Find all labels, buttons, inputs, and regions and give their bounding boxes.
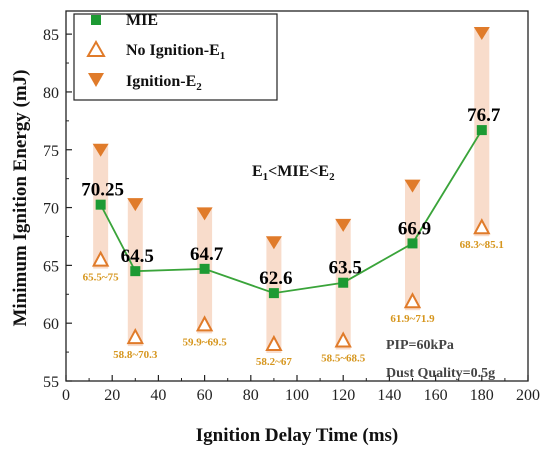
- mie-value-label: 64.7: [190, 244, 224, 265]
- ignition-e2-marker: [473, 26, 490, 40]
- x-tick-label: 160: [424, 387, 448, 404]
- x-tick-label: 200: [516, 387, 540, 404]
- no-ignition-e1-marker: [126, 327, 144, 345]
- ignition-e2-marker: [335, 218, 352, 232]
- mie-value-label: 76.7: [467, 105, 501, 126]
- mie-value-label: 62.6: [259, 268, 292, 289]
- mie-marker: [95, 199, 106, 210]
- range-label: 59.9~69.5: [182, 336, 227, 348]
- legend-ignition-label: Ignition-E2: [126, 73, 202, 93]
- range-label: 68.3~85.1: [460, 239, 504, 251]
- mie-value-label: 64.5: [121, 246, 154, 267]
- y-tick-label: 85: [43, 27, 59, 44]
- y-axis: 55 60 65 70 75 80 85: [43, 27, 72, 391]
- mie-marker: [476, 125, 487, 136]
- x-tick-label: 120: [331, 387, 355, 404]
- no-ignition-e1-marker: [195, 315, 214, 332]
- relation-annotation: E1<MIE<E2: [252, 163, 335, 183]
- x-tick-label: 180: [470, 387, 494, 404]
- x-tick-label: 0: [62, 387, 70, 404]
- ignition-e2-marker: [404, 179, 421, 193]
- y-tick-label: 80: [43, 85, 59, 102]
- x-tick-label: 80: [243, 387, 259, 404]
- x-axis-title: Ignition Delay Time (ms): [196, 425, 399, 446]
- dust-quality-note: Dust Quality=0.5g: [386, 366, 495, 381]
- x-tick-label: 140: [377, 387, 401, 404]
- legend-ignition-marker: [88, 73, 104, 87]
- x-tick-label: 60: [197, 387, 213, 404]
- y-tick-label: 70: [43, 201, 59, 218]
- no-ignition-e1-marker: [265, 334, 283, 351]
- y-tick-label: 75: [43, 143, 59, 160]
- range-label: 58.2~67: [256, 356, 292, 368]
- ignition-e2-marker: [265, 236, 282, 250]
- range-label: 61.9~71.9: [390, 313, 435, 325]
- no-ignition-e1-marker: [473, 218, 491, 235]
- mie-value-label: 66.9: [398, 218, 431, 239]
- x-tick-label: 40: [150, 387, 166, 404]
- y-tick-label: 55: [43, 374, 59, 391]
- y-tick-label: 65: [43, 258, 59, 275]
- ignition-e2-marker: [92, 143, 109, 157]
- legend-no-ignition-label: No Ignition-E1: [126, 42, 225, 62]
- legend-mie-marker: [91, 15, 101, 25]
- no-ignition-e1-marker: [403, 292, 422, 309]
- x-axis: 0 20 40 60 80 100 120 140 160 180 200: [62, 375, 540, 404]
- range-label: 58.5~68.5: [321, 353, 366, 365]
- legend-no-ignition-marker: [86, 39, 106, 57]
- y-axis-title: Minimum Ignition Energy (mJ): [10, 69, 31, 326]
- mie-value-label: 70.25: [81, 180, 124, 201]
- pip-note: PIP=60kPa: [386, 338, 454, 353]
- range-label: 58.8~70.3: [113, 349, 158, 361]
- mie-marker: [268, 288, 279, 299]
- no-ignition-e1-marker: [334, 331, 352, 348]
- mie-marker: [130, 266, 141, 277]
- range-label: 65.5~75: [83, 272, 119, 284]
- x-tick-label: 100: [285, 387, 309, 404]
- legend-mie-label: MIE: [126, 12, 158, 29]
- series-layer: 65.5~75 58.8~70.3 59.9~69.5 58.2~67 58.5~68.…: [81, 26, 504, 368]
- mie-value-label: 63.5: [329, 258, 362, 279]
- no-ignition-e1-marker: [91, 250, 110, 267]
- legend-box: [73, 13, 278, 101]
- mie-marker: [199, 263, 210, 274]
- ignition-e2-marker: [196, 207, 213, 221]
- mie-marker: [407, 238, 418, 249]
- x-tick-label: 20: [104, 387, 120, 404]
- ignition-e2-marker: [127, 198, 144, 212]
- y-tick-label: 60: [43, 316, 59, 333]
- legend: MIE No Ignition-E1 Ignition-E2: [73, 12, 278, 101]
- mie-marker: [338, 277, 349, 288]
